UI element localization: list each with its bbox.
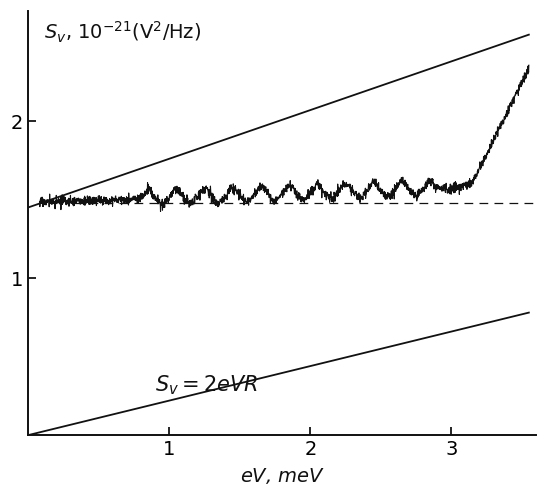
X-axis label: $eV$, meV: $eV$, meV bbox=[240, 466, 325, 486]
Text: $S_v=2eVR$: $S_v=2eVR$ bbox=[155, 373, 258, 397]
Text: $S_v$, $10^{-21}$(V$^2$/Hz): $S_v$, $10^{-21}$(V$^2$/Hz) bbox=[44, 19, 201, 45]
